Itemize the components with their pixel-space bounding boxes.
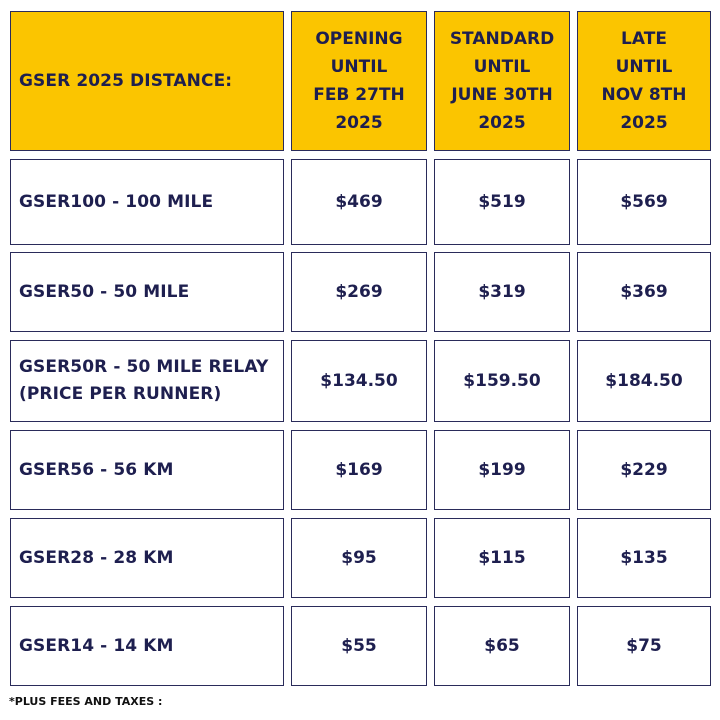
price-cell-gser100-late: $569: [577, 159, 711, 245]
row-label-text: GSER56 - 56 KM: [19, 459, 174, 480]
price-cell-gser14-standard: $65: [434, 606, 570, 686]
row-label-text: GSER50R - 50 MILE RELAY: [19, 357, 269, 377]
row-label-gser56: GSER56 - 56 KM: [10, 430, 284, 510]
row-label-text: GSER100 - 100 MILE: [19, 191, 214, 212]
price-cell-gser56-standard: $199: [434, 430, 570, 510]
price-cell-gser100-standard: $519: [434, 159, 570, 245]
price-value: $184.50: [605, 371, 683, 391]
price-cell-gser50r-standard: $159.50: [434, 340, 570, 422]
row-label-text: GSER14 - 14 KM: [19, 635, 174, 656]
row-label-gser28: GSER28 - 28 KM: [10, 518, 284, 598]
opening-header-line: 2025: [335, 113, 383, 133]
price-value: $135: [620, 548, 668, 568]
price-cell-gser50r-late: $184.50: [577, 340, 711, 422]
price-value: $134.50: [320, 371, 398, 391]
price-value: $469: [335, 192, 383, 212]
price-cell-gser28-late: $135: [577, 518, 711, 598]
opening-header-line: OPENING: [315, 29, 403, 49]
price-cell-gser14-opening: $55: [291, 606, 427, 686]
fees-footnote: *PLUS FEES AND TAXES :: [9, 695, 163, 708]
price-cell-gser50r-opening: $134.50: [291, 340, 427, 422]
price-cell-gser100-opening: $469: [291, 159, 427, 245]
late-header-line: LATE: [621, 29, 667, 49]
price-cell-gser50-opening: $269: [291, 252, 427, 332]
opening-header-line: FEB 27TH: [313, 85, 405, 105]
price-value: $55: [341, 636, 377, 656]
price-value: $75: [626, 636, 662, 656]
standard-header-line: UNTIL: [473, 57, 531, 77]
price-value: $269: [335, 282, 383, 302]
row-label-text: GSER28 - 28 KM: [19, 547, 174, 568]
price-value: $169: [335, 460, 383, 480]
row-label-gser100: GSER100 - 100 MILE: [10, 159, 284, 245]
price-value: $95: [341, 548, 377, 568]
price-cell-gser28-opening: $95: [291, 518, 427, 598]
price-value: $199: [478, 460, 526, 480]
price-value: $229: [620, 460, 668, 480]
opening-header-line: UNTIL: [330, 57, 388, 77]
row-label-text: GSER50 - 50 MILE: [19, 281, 190, 302]
late-header-line: UNTIL: [615, 57, 673, 77]
price-cell-gser50-late: $369: [577, 252, 711, 332]
price-cell-gser56-late: $229: [577, 430, 711, 510]
distance-column-heading: GSER 2025 DISTANCE:: [19, 70, 233, 91]
price-value: $519: [478, 192, 526, 212]
late-header-line: NOV 8TH: [601, 85, 687, 105]
row-label-gser14: GSER14 - 14 KM: [10, 606, 284, 686]
column-header-standard: STANDARD UNTIL JUNE 30TH 2025: [434, 11, 570, 151]
price-value: $159.50: [463, 371, 541, 391]
price-cell-gser56-opening: $169: [291, 430, 427, 510]
price-value: $569: [620, 192, 668, 212]
price-value: $115: [478, 548, 526, 568]
late-header-line: 2025: [620, 113, 668, 133]
corner-header-cell: GSER 2025 DISTANCE:: [10, 11, 284, 151]
price-value: $65: [484, 636, 520, 656]
price-value: $319: [478, 282, 526, 302]
standard-header-line: 2025: [478, 113, 526, 133]
price-value: $369: [620, 282, 668, 302]
price-cell-gser28-standard: $115: [434, 518, 570, 598]
price-cell-gser50-standard: $319: [434, 252, 570, 332]
row-label-subtext: (PRICE PER RUNNER): [19, 384, 222, 404]
column-header-late: LATE UNTIL NOV 8TH 2025: [577, 11, 711, 151]
standard-header-line: JUNE 30TH: [451, 85, 553, 105]
column-header-opening: OPENING UNTIL FEB 27TH 2025: [291, 11, 427, 151]
row-label-gser50r: GSER50R - 50 MILE RELAY (PRICE PER RUNNE…: [10, 340, 284, 422]
price-cell-gser14-late: $75: [577, 606, 711, 686]
row-label-gser50: GSER50 - 50 MILE: [10, 252, 284, 332]
standard-header-line: STANDARD: [449, 29, 555, 49]
